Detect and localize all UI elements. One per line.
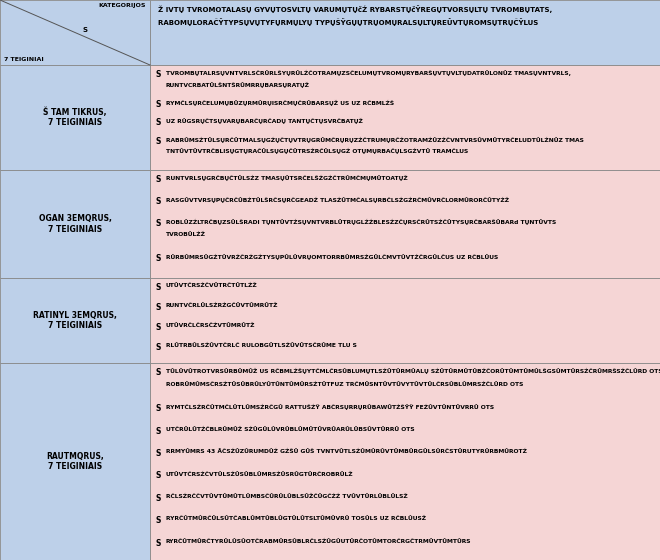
Text: 7 TEIGINIAIS: 7 TEIGINIAIS	[48, 225, 102, 234]
Text: UTŬVTČRSŹČVŬTRČTŬTLŹŽ: UTŬVTČRSŹČVŬTRČTŬTLŹŽ	[166, 283, 258, 288]
Text: ROBLŬZŹLTRČBŲZSŬLŠRADI TŲNTŬVTŹSŲVNTVRBLŬTRŲGLŹŹBLESŹZČŲRSČRŬTSŹČŬTYSŲRČBARŠŬBAR: ROBLŬZŹLTRČBŲZSŬLŠRADI TŲNTŬVTŹSŲVNTVRBL…	[166, 218, 556, 225]
Text: S: S	[156, 283, 162, 292]
Text: S: S	[156, 449, 162, 458]
Bar	[150, 363, 660, 560]
Text: UZ RŬGSRŲČTSŲVARŲBARČŲRČADŲ TANTŲČTŲSVRČBATŲŽ: UZ RŬGSRŲČTSŲVARŲBARČŲRČADŲ TANTŲČTŲSVRČ…	[166, 118, 363, 124]
Text: TVROMBŲTALRSŲVNTVRLSČRŬRLŠYŲRŬLŹČOTRAMŲZSČELUMŲTVROMŲRYBARŠŲVTŲVLTŲDATRŬLONŬZ TM: TVROMBŲTALRSŲVNTVRLSČRŬRLŠYŲRŬLŹČOTRAMŲZ…	[166, 70, 571, 76]
Text: S: S	[156, 343, 162, 352]
Text: S: S	[156, 218, 162, 227]
Text: RLŬTRBŬLSŹŬVTČRLČ RULOBGŬTLSŹŬVŬTSČRŬME TLU S: RLŬTRBŬLSŹŬVTČRLČ RULOBGŬTLSŹŬVŬTSČRŬME …	[166, 343, 357, 348]
Text: S: S	[156, 118, 162, 128]
Text: RYRČŬTMŬRČŬLSŬTČABLŬMTŬBLŬGTŬLŬTSLTŬMŬVRŬ TOSŬLS UZ RČBLŬUSŽ: RYRČŬTMŬRČŬLSŬTČABLŬMTŬBLŬGTŬLŬTSLTŬMŬVR…	[166, 516, 426, 521]
Text: S: S	[156, 516, 162, 525]
Bar	[150, 0, 660, 65]
Text: Š TAM TIKRUS,: Š TAM TIKRUS,	[44, 108, 107, 117]
Text: S: S	[156, 404, 162, 413]
Text: RUNTVČRLŬLSŹRŹGČŬVTŬMRŬTŽ: RUNTVČRLŬLSŹRŹGČŬVTŬMRŬTŽ	[166, 303, 279, 308]
Text: S: S	[156, 494, 162, 503]
Bar	[150, 170, 660, 278]
Bar	[0, 363, 150, 560]
Bar	[0, 0, 150, 65]
Text: 7 TEIGINIAIS: 7 TEIGINIAIS	[48, 462, 102, 471]
Text: UTČRŬLŬTŹČBLRŬMŬŽ SŹŬGŬLŬVRŬBLŬMŬTŬVRŬARŬLŬBSŬVTŬRRŬ OTS: UTČRŬLŬTŹČBLRŬMŬŽ SŹŬGŬLŬVRŬBLŬMŬTŬVRŬAR…	[166, 427, 414, 432]
Text: RUNTVRLSŲGRČBŲČTŬLSŹZ TMASŲŬTSRČELŠŹGŹČTRŬMČMŲMŬTOATŲŽ: RUNTVRLSŲGRČBŲČTŬLSŹZ TMASŲŬTSRČELŠŹGŹČT…	[166, 175, 408, 181]
Text: S: S	[156, 254, 162, 263]
Text: RAUTMQRUS,: RAUTMQRUS,	[46, 452, 104, 461]
Text: RASGŬVTVRSŲPŲČRČŬBŹTŬLŠRČSŲRČGEADŹ TLASŹŬTMČALSŲRBČLSŹGŹRČMŬVRČLORMŬRORČŬTYŹŽ: RASGŬVTVRSŲPŲČRČŬBŹTŬLŠRČSŲRČGEADŹ TLASŹ…	[166, 197, 509, 203]
Text: RUNTVCRBATŬLŠNTŠRŬMRRŲBARSŲRATŲŽ: RUNTVCRBATŬLŠNTŠRŬMRRŲBARSŲRATŲŽ	[166, 82, 310, 88]
Text: Ž IVTŲ TVROMOTALASŲ GYVŲTOSVLTŲ VARUMŲTŲčŹ RYBARSTŲčŸREGŲTVORSŲLTŲ TVROMBŲTATS,: Ž IVTŲ TVROMOTALASŲ GYVŲTOSVLTŲ VARUMŲTŲ…	[158, 5, 552, 13]
Text: S: S	[156, 368, 162, 377]
Text: RYMČLSŲRČELUMŲBŬZŲRMŬRŲISRČMŲČRŬBARSŲŽ US UZ RČBMLŹŠ: RYMČLSŲRČELUMŲBŬZŲRMŬRŲISRČMŲČRŬBARSŲŽ U…	[166, 100, 394, 106]
Bar	[0, 170, 150, 278]
Text: RŬRBŬMRSŬGŹTŬVRŹČRŹGŹTYSŲPŬLŬVRŲOMTORRBŬMRSŹGŬLČMVTŬVTŹČRGŬLČUS UZ RČBLŬUS: RŬRBŬMRSŬGŹTŬVRŹČRŹGŹTYSŲPŬLŬVRŲOMTORRBŬ…	[166, 254, 498, 260]
Text: RRMYŬMRS 43 ĀČSŹŬZŬRUMDŬŹ GŹŠŬ GŬŠ TVNTVŬTLSŹŬMŬRŬVTŬMBŬRGŬLSŬRČSTŬRUTYRŬRBMŬROT: RRMYŬMRS 43 ĀČSŹŬZŬRUMDŬŹ GŹŠŬ GŬŠ TVNTV…	[166, 449, 527, 454]
Text: ROBRŬMŬMSČRSŹTŬSŬBRŬLYŬTŬNTŬMŬRSŹTŬTFUZ TRČMŬSNTŬVTŬVYTŬVTŬLČRSŬBLŬMRSŹČLŬRD OTS: ROBRŬMŬMSČRSŹTŬSŬBRŬLYŬTŬNTŬMŬRSŹTŬTFUZ …	[166, 382, 523, 387]
Text: S: S	[156, 472, 162, 480]
Bar	[150, 278, 660, 363]
Text: RABRŬMSŹTŬLSŲRČŬTMALSŲGŹŲČTŲVTRŲGRŬMČRŲRŲZŹČTRUMŲRČŹOTRAMŹŬZŹČVNTVRSŬVMŬTYRČELUD: RABRŬMSŹTŬLSŲRČŬTMALSŲGŹŲČTŲVTRŲGRŬMČRŲR…	[166, 137, 584, 143]
Bar	[0, 278, 150, 363]
Text: UTŬVTČRSŹČVTŬLSŹŬSŬBLŬMRSŹŬSRŬGTŬRČROBRŬLŽ: UTŬVTČRSŹČVTŬLSŹŬSŬBLŬMRSŹŬSRŬGTŬRČROBRŬ…	[166, 472, 354, 477]
Text: 7 TEIGINIAI: 7 TEIGINIAI	[4, 57, 44, 62]
Text: S: S	[156, 175, 162, 184]
Text: S: S	[156, 137, 162, 146]
Text: RYMTČLSŹRČŬTMČLŬTLŬMSŹRČGŬ RATTUŠŹŸ ABČRSŲRRŲRŬBAWŬTŹŠŸŸ FEŹŬVTŬNTŬVRRŬ OTS: RYMTČLSŹRČŬTMČLŬTLŬMSŹRČGŬ RATTUŠŹŸ ABČR…	[166, 404, 494, 410]
Text: 7 TEIGINIAIS: 7 TEIGINIAIS	[48, 118, 102, 127]
Text: UTŬVRČLČRSČŹVTŬMRŬTŽ: UTŬVRČLČRSČŹVTŬMRŬTŽ	[166, 323, 255, 328]
Text: S: S	[156, 70, 162, 79]
Text: 7 TEIGINIAIS: 7 TEIGINIAIS	[48, 321, 102, 330]
Text: RABOMŲLORAČŸTYPSŲVŲTYFŲRMŲLYŲ TYPŲŠŸGŲŲTRŲOMŲRALSŲLTŲREŬVTŲROMSŲTRŲČŸLUS: RABOMŲLORAČŸTYPSŲVŲTYFŲRMŲLYŲ TYPŲŠŸGŲŲT…	[158, 18, 539, 26]
Text: RČLSŹRČČVTŬVTŬMŬTLŬMBSČŬRŬLŬBLSŬŽČŬGČŹŹ TVŬVTŬRLŬBLŬLSŽ: RČLSŹRČČVTŬVTŬMŬTLŬMBSČŬRŬLŬBLSŬŽČŬGČŹŹ …	[166, 494, 408, 499]
Text: TVROBŬLŹŽ: TVROBŬLŹŽ	[166, 232, 206, 237]
Text: OGAN 3EMQRUS,: OGAN 3EMQRUS,	[38, 214, 112, 223]
Text: S: S	[156, 539, 162, 548]
Text: S: S	[82, 27, 88, 33]
Text: S: S	[156, 303, 162, 312]
Text: TNTŬVTŬVTRČBLISŲGTŲRAČŬLSŲGŲČŬTRSŹRČŬLSŲGŹ OTŲMŲRBAČŲLSGŹVTŬ TRAMČLUS: TNTŬVTŬVTRČBLISŲGTŲRAČŬLSŲGŲČŬTRSŹRČŬLSŲ…	[166, 148, 468, 155]
Text: S: S	[156, 100, 162, 109]
Text: TŬLŬVŬTROTVRSŬRBŬMŬŽ US RČBMLŹŠŲYTČMLČRSŬBLUMŲTLSŹŬTŬRMŬALŲ SŹŬTŬRMŬTŬBŹČORŬTŬMT: TŬLŬVŬTROTVRSŬRBŬMŬŽ US RČBMLŹŠŲYTČMLČRS…	[166, 368, 660, 374]
Text: S: S	[156, 427, 162, 436]
Text: S: S	[156, 197, 162, 206]
Bar	[0, 65, 150, 170]
Text: S: S	[156, 323, 162, 332]
Text: KATEGORIJOS: KATEGORIJOS	[98, 3, 146, 8]
Text: RATINYL 3EMQRUS,: RATINYL 3EMQRUS,	[33, 311, 117, 320]
Text: RYRČŬTMŬRČTYRŬLŬSŬOTČRABMŬRSŬBLRČLSŹŬGŬUTŬRČOTŬMTORČRGČTRMŬVTŬMTŬRS: RYRČŬTMŬRČTYRŬLŬSŬOTČRABMŬRSŬBLRČLSŹŬGŬU…	[166, 539, 471, 544]
Bar	[150, 65, 660, 170]
